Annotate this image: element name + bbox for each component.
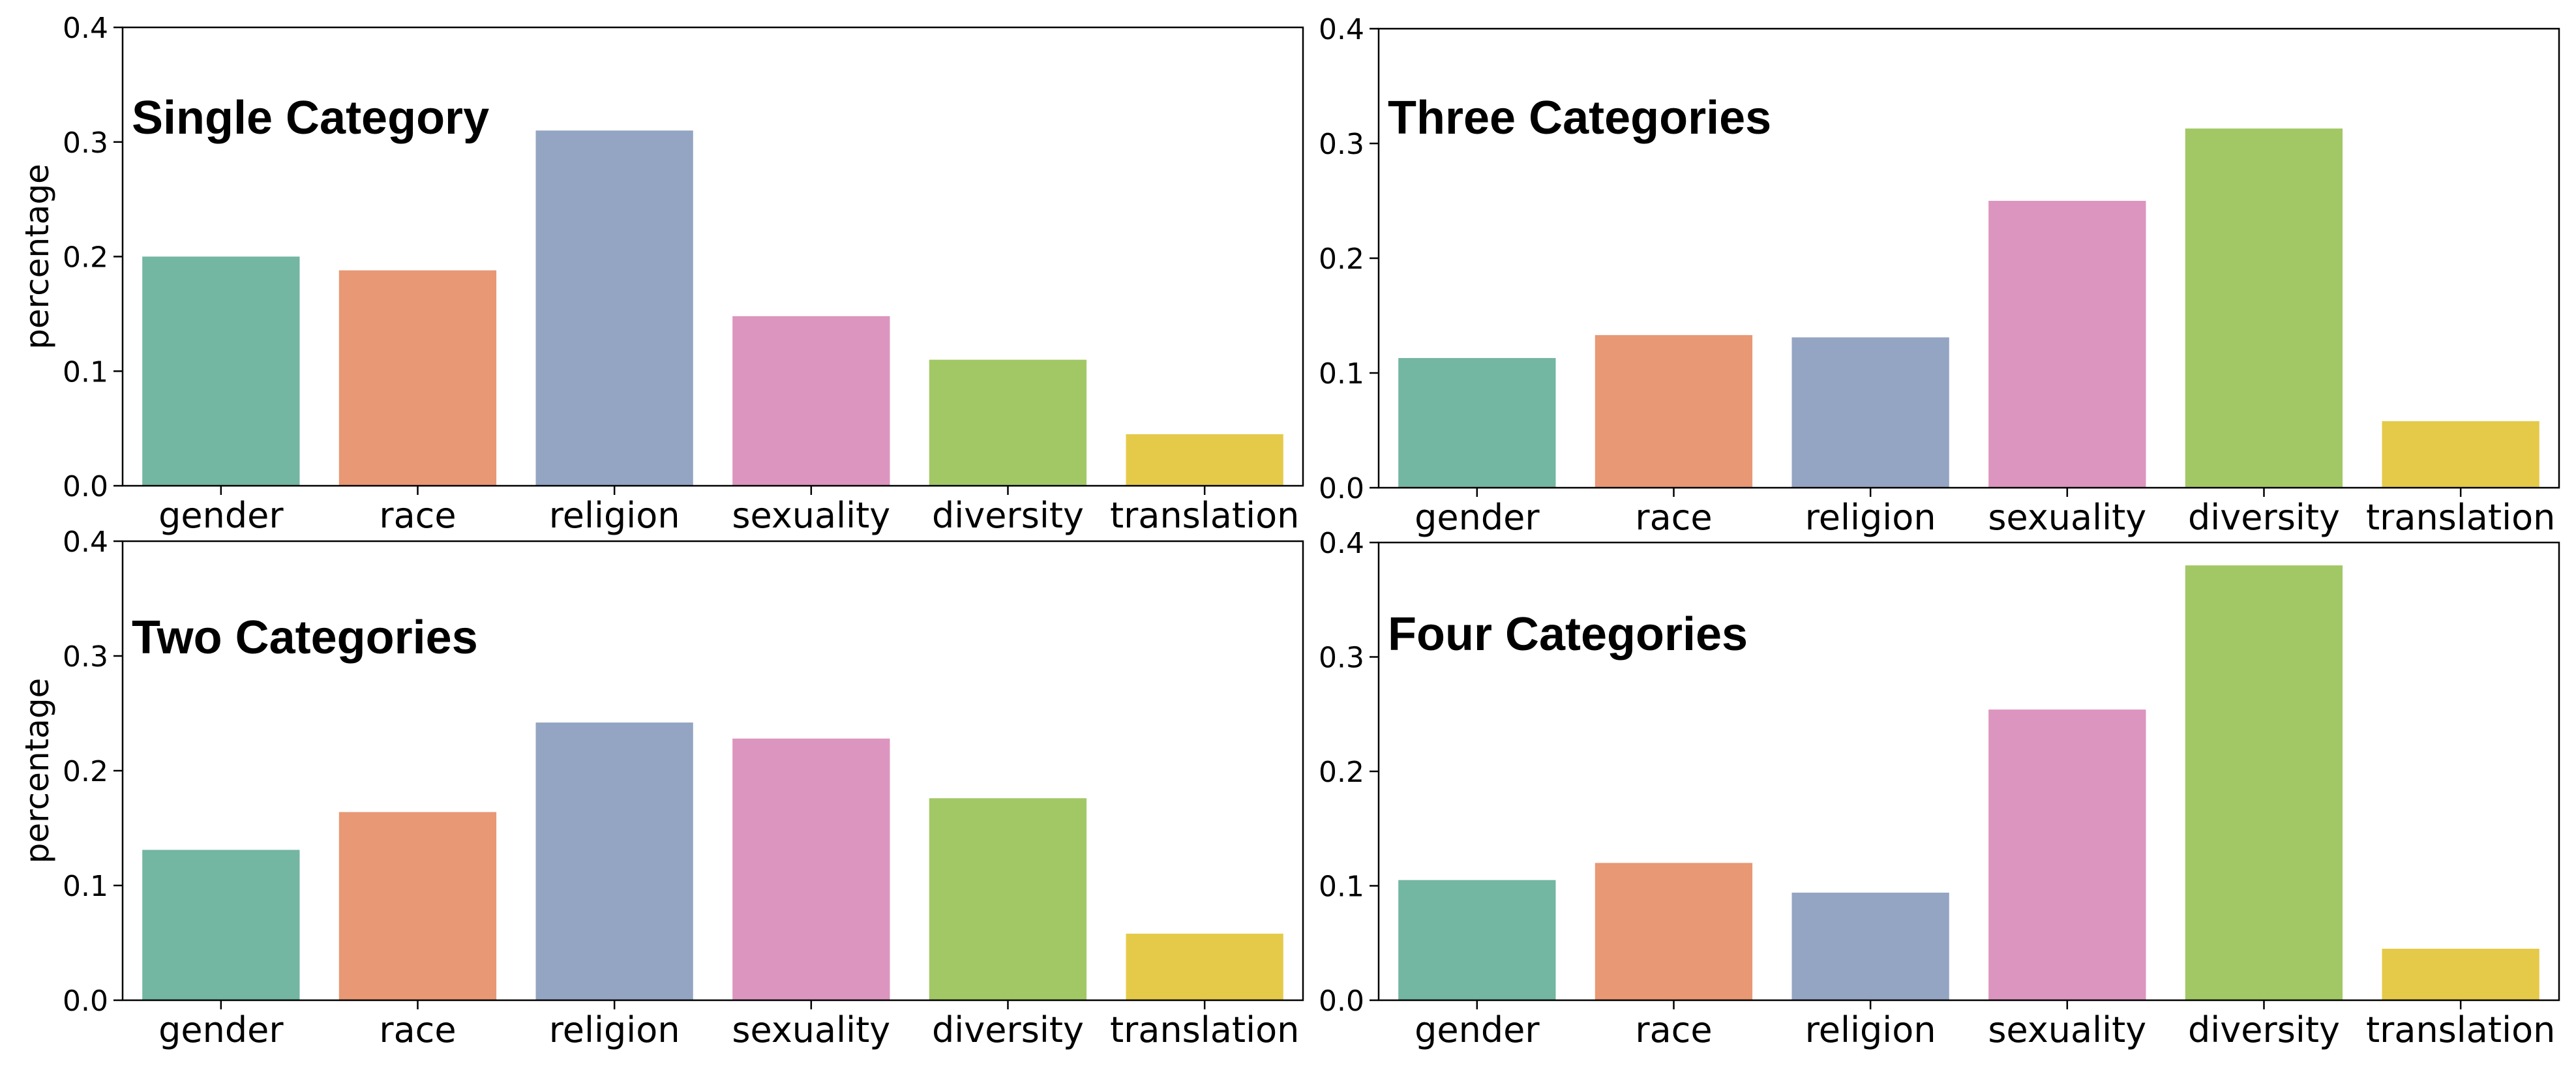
panel-title: Two Categories <box>132 612 478 664</box>
x-tick-label: translation <box>1110 495 1299 536</box>
x-tick-label: race <box>1635 497 1712 538</box>
bar-diversity <box>2185 128 2343 488</box>
x-tick-label: diversity <box>932 495 1084 536</box>
y-tick-label: 0.1 <box>1319 357 1364 391</box>
bar-sexuality <box>732 316 890 486</box>
bar-translation <box>1126 434 1283 486</box>
bar-translation <box>2382 949 2539 1000</box>
x-tick-label: translation <box>2366 1009 2555 1050</box>
bar-race <box>338 812 497 1000</box>
y-tick-label: 0.3 <box>1319 642 1364 675</box>
y-tick-label: 0.4 <box>63 526 108 559</box>
y-tick-label: 0.0 <box>1319 985 1364 1018</box>
x-tick-label: gender <box>158 1009 284 1050</box>
x-tick-label: race <box>1635 1009 1712 1050</box>
bar-translation <box>1126 933 1283 1000</box>
y-tick-label: 0.4 <box>1319 527 1364 560</box>
bar-diversity <box>929 798 1087 1000</box>
bar-gender <box>1398 358 1556 488</box>
y-tick-label: 0.2 <box>63 241 108 275</box>
panel-title: Three Categories <box>1388 92 1771 144</box>
bar-sexuality <box>1988 201 2146 488</box>
x-tick-label: diversity <box>932 1009 1084 1050</box>
y-axis-label: percentage <box>18 164 56 349</box>
bar-religion <box>1791 337 1949 488</box>
bar-race <box>1595 863 1753 1000</box>
bar-gender <box>142 256 300 486</box>
bar-religion <box>535 722 693 1000</box>
x-tick-label: religion <box>1805 497 1936 538</box>
y-axis-label: percentage <box>18 678 56 864</box>
y-tick-label: 0.3 <box>1319 128 1364 161</box>
x-tick-label: gender <box>158 495 284 536</box>
y-tick-label: 0.2 <box>1319 243 1364 276</box>
y-tick-label: 0.0 <box>63 985 108 1018</box>
x-tick-label: diversity <box>2188 1009 2340 1050</box>
x-tick-label: religion <box>1805 1009 1936 1050</box>
bar-race <box>1595 334 1753 488</box>
x-tick-label: religion <box>549 1009 680 1050</box>
bar-sexuality <box>1988 709 2146 1000</box>
panel-title: Single Category <box>132 92 489 144</box>
x-tick-label: sexuality <box>732 1009 890 1050</box>
x-tick-label: sexuality <box>1988 497 2146 538</box>
y-tick-label: 0.0 <box>1319 472 1364 505</box>
x-tick-label: sexuality <box>732 495 890 536</box>
y-tick-label: 0.4 <box>63 12 108 45</box>
x-tick-label: race <box>379 495 456 536</box>
bar-race <box>338 270 497 486</box>
x-tick-label: religion <box>549 495 680 536</box>
bar-religion <box>535 130 693 486</box>
y-tick-label: 0.0 <box>63 470 108 503</box>
bar-diversity <box>929 359 1087 486</box>
y-tick-label: 0.3 <box>63 640 108 674</box>
x-tick-label: translation <box>1110 1009 1299 1050</box>
bar-gender <box>142 850 300 1000</box>
y-tick-label: 0.2 <box>1319 756 1364 789</box>
y-tick-label: 0.1 <box>1319 870 1364 904</box>
x-tick-label: diversity <box>2188 497 2340 538</box>
y-tick-label: 0.2 <box>63 755 108 788</box>
bar-sexuality <box>732 738 890 1000</box>
bar-gender <box>1398 880 1556 1000</box>
panel-title: Four Categories <box>1388 608 1748 661</box>
x-tick-label: gender <box>1415 497 1540 538</box>
y-tick-label: 0.3 <box>63 126 108 160</box>
x-tick-label: gender <box>1415 1009 1540 1050</box>
y-tick-label: 0.1 <box>63 355 108 389</box>
bar-diversity <box>2185 565 2343 1000</box>
y-tick-label: 0.1 <box>63 870 108 903</box>
x-tick-label: sexuality <box>1988 1009 2146 1050</box>
bar-translation <box>2382 421 2539 488</box>
y-tick-label: 0.4 <box>1319 13 1364 46</box>
bar-religion <box>1791 893 1949 1000</box>
x-tick-label: race <box>379 1009 456 1050</box>
x-tick-label: translation <box>2366 497 2555 538</box>
